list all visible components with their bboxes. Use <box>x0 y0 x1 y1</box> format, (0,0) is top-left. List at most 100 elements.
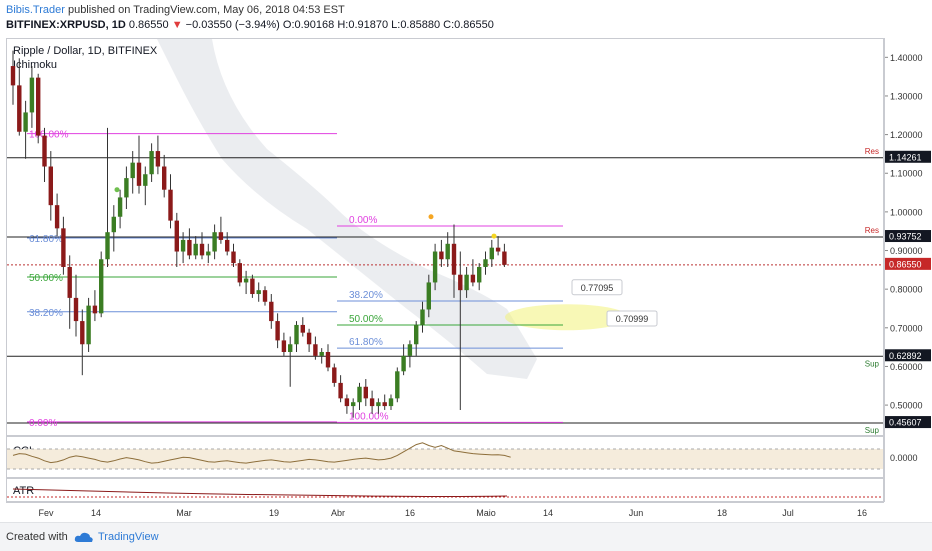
candle-body <box>269 301 274 322</box>
candle <box>237 259 242 287</box>
candle <box>61 216 66 275</box>
chart-title: Ripple / Dollar, 1D, BITFINEX <box>13 45 158 57</box>
price-tag: 0.86550 <box>885 257 931 270</box>
highlight-zone <box>505 304 629 331</box>
candle-body <box>300 324 305 333</box>
candle <box>451 224 457 298</box>
x-tick-label: 14 <box>91 508 101 518</box>
candle-body <box>130 162 135 179</box>
candle <box>395 367 400 403</box>
callout-box <box>606 310 658 327</box>
candle <box>262 286 268 306</box>
candle <box>48 151 53 221</box>
price-tag-text: 1.14261 <box>889 152 922 162</box>
y-tick-label: 1.40000 <box>890 53 923 63</box>
candle-body <box>86 305 91 345</box>
cci-line <box>12 442 511 464</box>
candle <box>111 205 116 252</box>
candle-body <box>483 259 488 267</box>
candle-body <box>388 398 394 407</box>
x-tick-label: 18 <box>717 508 727 518</box>
candle <box>10 50 16 105</box>
cci-axis-value: 0.0000 <box>890 453 918 463</box>
x-tick-label: 16 <box>857 508 867 518</box>
tradingview-link[interactable]: TradingView <box>98 531 159 543</box>
price-tag-bg <box>885 230 931 243</box>
candle-body <box>73 297 79 322</box>
x-tick-label: 16 <box>405 508 415 518</box>
candle-body <box>489 247 494 260</box>
candle-body <box>199 243 205 256</box>
candle <box>344 394 350 414</box>
candle <box>86 297 91 352</box>
footer-bar: Created with TradingView <box>0 522 932 551</box>
price-axis[interactable]: 0.50000 0.60000 0.70000 0.80000 0.90000 1.000… <box>884 38 932 502</box>
candle <box>275 313 280 349</box>
price-tag-bg <box>885 150 931 163</box>
candle-body <box>111 216 116 233</box>
candle <box>407 340 413 368</box>
candle <box>199 232 205 260</box>
time-axis[interactable]: Fev 14 Mar 19 Abr 16 Maio 14 Jun 18 Jul 16 <box>6 502 884 520</box>
price-tag-bg <box>885 257 931 270</box>
cci-band <box>7 449 883 469</box>
created-with-text: Created with <box>6 531 68 543</box>
candle <box>401 344 406 376</box>
callout-box <box>571 279 623 296</box>
price-chart[interactable]: Res Res Sup Sup 100.00% 61.80% 50.00% 38.20% 0.0… <box>7 39 884 436</box>
candle <box>426 274 431 318</box>
main-price-pane[interactable]: Ripple / Dollar, 1D, BITFINEX Ichimoku R… <box>6 38 884 436</box>
candle <box>420 301 425 333</box>
candle <box>149 143 154 182</box>
candle <box>294 321 299 352</box>
level-label: Sup <box>865 426 880 435</box>
candle <box>212 224 217 260</box>
candle <box>155 135 161 175</box>
candle <box>67 255 72 329</box>
x-tick-label: 14 <box>543 508 553 518</box>
candle <box>464 266 469 298</box>
candle <box>117 189 123 229</box>
price-tag-text: 0.86550 <box>889 259 922 269</box>
signal-dot <box>428 214 434 220</box>
candle <box>489 239 494 267</box>
candle <box>439 239 444 267</box>
price-tag-text: 0.45607 <box>889 418 922 428</box>
candle <box>432 243 438 291</box>
candle <box>231 243 236 267</box>
candle-body <box>243 278 249 283</box>
candle <box>414 321 419 356</box>
price-tag-bg <box>885 416 931 429</box>
candle <box>458 251 463 410</box>
x-tick-label: Maio <box>476 508 496 518</box>
cci-pane[interactable]: CCI <box>6 436 884 478</box>
candle <box>193 236 198 260</box>
candle <box>502 243 507 267</box>
candle-body <box>376 402 381 407</box>
level-label: Res <box>865 147 879 156</box>
candle <box>319 348 324 364</box>
candle <box>92 290 98 322</box>
candle <box>168 174 173 229</box>
candle <box>206 243 211 264</box>
candle-body <box>225 239 230 252</box>
candle-body <box>92 305 98 314</box>
candle-body <box>495 247 501 252</box>
candle-body <box>67 266 72 298</box>
candle <box>313 336 318 360</box>
candle-body <box>29 77 35 113</box>
candle <box>477 263 482 291</box>
x-tick-label: Jun <box>629 508 644 518</box>
candle-body <box>432 251 438 283</box>
ohlc-values: O:0.90168 H:0.91870 L:0.85880 C:0.86550 <box>282 19 494 31</box>
author-link[interactable]: Bibis.Trader <box>6 4 65 16</box>
candle <box>17 58 22 136</box>
candle-body <box>288 344 293 352</box>
published-text: published on TradingView.com, May 06, 20… <box>67 4 345 16</box>
atr-pane[interactable]: ATR <box>6 478 884 502</box>
candle-body <box>369 398 375 407</box>
price-tag: 0.45607 <box>885 416 931 429</box>
candle <box>36 73 41 144</box>
candle-body <box>262 290 268 302</box>
candle-body <box>451 243 457 275</box>
